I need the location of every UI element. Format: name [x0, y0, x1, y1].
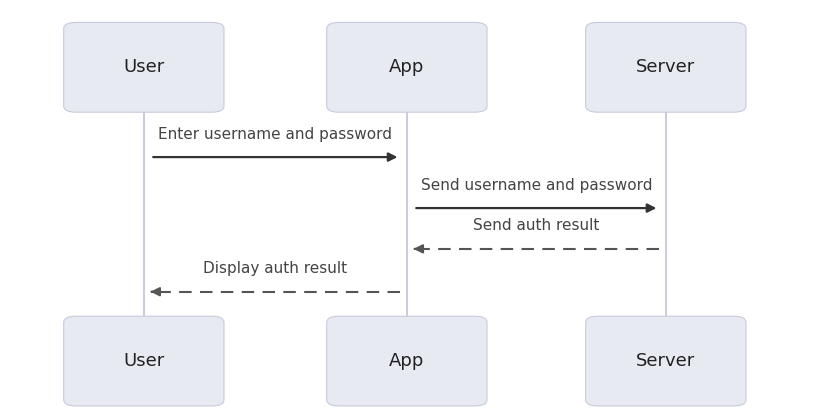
- Text: Server: Server: [636, 58, 695, 76]
- Text: User: User: [123, 352, 164, 370]
- FancyBboxPatch shape: [63, 22, 224, 112]
- Text: Display auth result: Display auth result: [203, 261, 348, 276]
- Text: App: App: [389, 58, 425, 76]
- FancyBboxPatch shape: [585, 316, 746, 406]
- FancyBboxPatch shape: [63, 316, 224, 406]
- FancyBboxPatch shape: [585, 22, 746, 112]
- Text: Send username and password: Send username and password: [421, 177, 652, 193]
- FancyBboxPatch shape: [326, 22, 487, 112]
- Text: Send auth result: Send auth result: [473, 218, 599, 233]
- Text: Server: Server: [636, 352, 695, 370]
- Text: Enter username and password: Enter username and password: [159, 126, 392, 142]
- Text: User: User: [123, 58, 164, 76]
- Text: App: App: [389, 352, 425, 370]
- FancyBboxPatch shape: [326, 316, 487, 406]
